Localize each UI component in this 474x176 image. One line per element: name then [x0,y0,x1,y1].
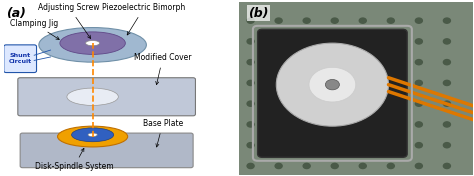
Text: Modified Cover: Modified Cover [134,54,191,85]
Circle shape [415,18,422,23]
Circle shape [331,101,338,106]
Circle shape [331,80,338,86]
Circle shape [247,80,254,86]
Circle shape [443,18,450,23]
Circle shape [303,59,310,65]
Text: (b): (b) [248,7,269,20]
Circle shape [275,122,282,127]
Circle shape [359,18,366,23]
Circle shape [276,43,389,126]
Circle shape [415,39,422,44]
Circle shape [247,18,254,23]
Circle shape [359,59,366,65]
Text: Shunt
Circuit: Shunt Circuit [9,53,32,64]
Circle shape [387,122,394,127]
Circle shape [247,101,254,106]
Text: (a): (a) [6,7,26,20]
FancyBboxPatch shape [18,78,195,116]
Circle shape [331,143,338,148]
Text: Base Plate: Base Plate [143,119,183,147]
Circle shape [325,79,339,90]
Circle shape [247,39,254,44]
Circle shape [331,163,338,169]
Circle shape [247,122,254,127]
Text: Disk-Spindle System: Disk-Spindle System [35,148,113,171]
Circle shape [415,163,422,169]
Ellipse shape [60,32,125,54]
Circle shape [275,18,282,23]
Circle shape [309,67,356,102]
Circle shape [443,39,450,44]
Circle shape [275,163,282,169]
Circle shape [415,80,422,86]
Text: Piezoelectric Bimorph: Piezoelectric Bimorph [102,3,186,35]
Circle shape [415,122,422,127]
Circle shape [387,143,394,148]
Circle shape [303,39,310,44]
Circle shape [359,101,366,106]
Circle shape [359,39,366,44]
Circle shape [303,80,310,86]
Circle shape [359,143,366,148]
Circle shape [387,101,394,106]
Ellipse shape [72,128,114,142]
Circle shape [275,80,282,86]
Circle shape [331,18,338,23]
Circle shape [303,122,310,127]
Ellipse shape [88,133,97,137]
Circle shape [359,80,366,86]
Text: Clamping Jig: Clamping Jig [10,19,59,39]
Circle shape [415,143,422,148]
Circle shape [331,122,338,127]
Circle shape [387,59,394,65]
Circle shape [247,163,254,169]
Circle shape [443,143,450,148]
Circle shape [443,80,450,86]
Circle shape [387,163,394,169]
Ellipse shape [57,126,128,147]
Circle shape [359,122,366,127]
FancyBboxPatch shape [4,45,36,73]
Circle shape [387,80,394,86]
Circle shape [387,18,394,23]
Circle shape [443,122,450,127]
Circle shape [247,143,254,148]
Ellipse shape [86,40,100,46]
Ellipse shape [67,88,118,105]
FancyBboxPatch shape [257,29,407,157]
Circle shape [443,101,450,106]
Circle shape [359,163,366,169]
Circle shape [331,39,338,44]
Circle shape [415,59,422,65]
Circle shape [443,59,450,65]
Ellipse shape [39,28,146,62]
Circle shape [275,39,282,44]
Text: Adjusting Screw: Adjusting Screw [38,3,100,39]
Circle shape [303,101,310,106]
Circle shape [387,39,394,44]
Circle shape [275,143,282,148]
Circle shape [303,163,310,169]
Circle shape [275,59,282,65]
Circle shape [275,101,282,106]
Circle shape [415,101,422,106]
Circle shape [443,163,450,169]
Circle shape [303,143,310,148]
FancyBboxPatch shape [20,133,193,168]
Circle shape [247,59,254,65]
Circle shape [331,59,338,65]
Circle shape [303,18,310,23]
